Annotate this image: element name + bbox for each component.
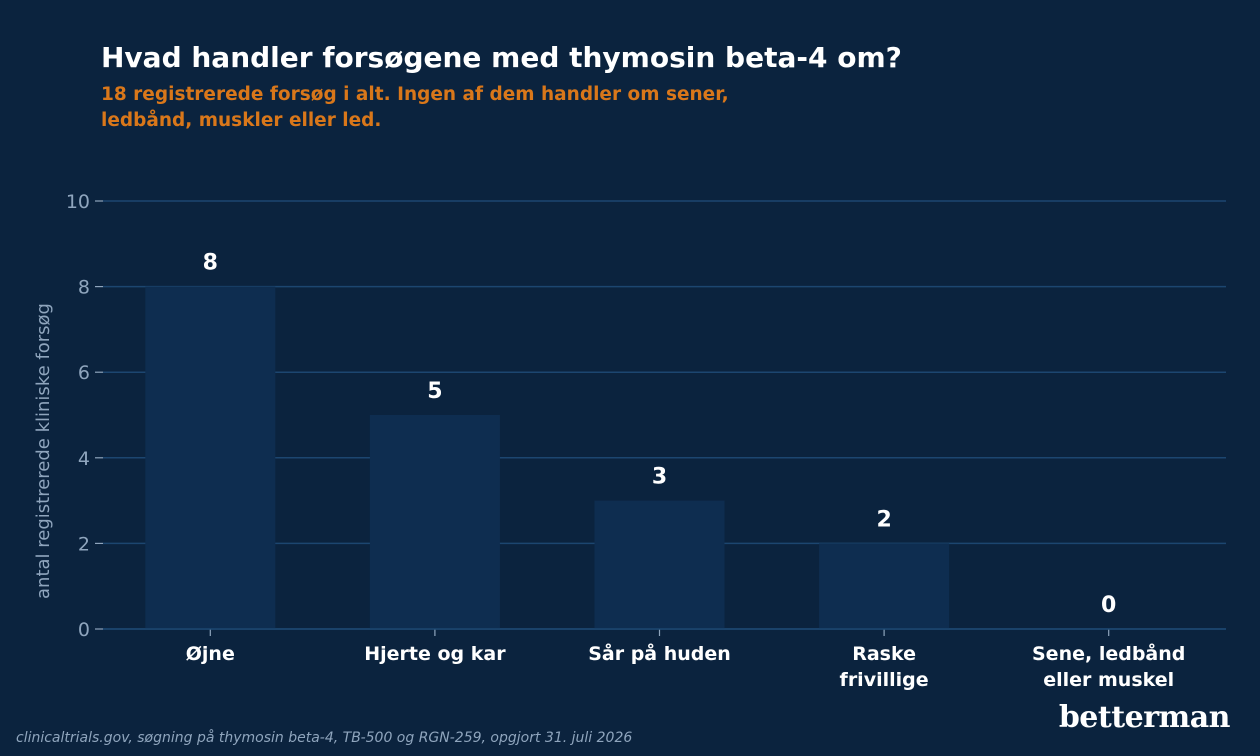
y-tick-label: 8: [78, 277, 90, 299]
bar: [819, 543, 950, 629]
x-tick-label-line: Hjerte og kar: [364, 643, 506, 665]
x-tick-label-line: Øjne: [186, 643, 235, 665]
bar: [369, 415, 500, 629]
data-label: 3: [652, 465, 667, 490]
bar: [594, 500, 725, 629]
y-tick-label: 6: [78, 362, 90, 384]
y-axis-label: antal registrerede kliniske forsøg: [33, 303, 54, 599]
data-label: 2: [876, 507, 891, 532]
data-label: 0: [1101, 593, 1116, 618]
chart-title: Hvad handler forsøgene med thymosin beta…: [101, 41, 902, 74]
x-tick-label: Raske frivillige: [840, 643, 929, 691]
x-tick-label: Øjne: [186, 643, 235, 665]
data-label: 5: [427, 379, 442, 404]
x-tick-label-line: eller muskel: [1043, 669, 1174, 691]
x-tick-label-line: Sene, ledbånd: [1032, 641, 1185, 665]
x-tick-label-line: Sår på huden: [588, 641, 731, 665]
x-tick-label: Sår på huden: [588, 641, 731, 665]
data-label: 8: [203, 251, 218, 276]
y-tick-label: 0: [78, 619, 90, 641]
y-tick-label: 10: [66, 191, 90, 213]
chart-subtitle: 18 registrerede forsøg i alt. Ingen af d…: [101, 84, 729, 131]
x-tick-label: Sene, ledbånd eller muskel: [1032, 641, 1185, 691]
y-tick-label: 2: [78, 533, 90, 555]
bar: [145, 286, 276, 629]
source-note: clinicaltrials.gov, søgning på thymosin …: [16, 730, 633, 746]
x-tick-label-line: Raske: [852, 643, 916, 665]
x-tick-label-line: frivillige: [840, 669, 929, 691]
x-tick-label: Hjerte og kar: [364, 643, 506, 665]
brand-logo: betterman: [1058, 700, 1231, 735]
y-tick-label: 4: [78, 448, 90, 470]
